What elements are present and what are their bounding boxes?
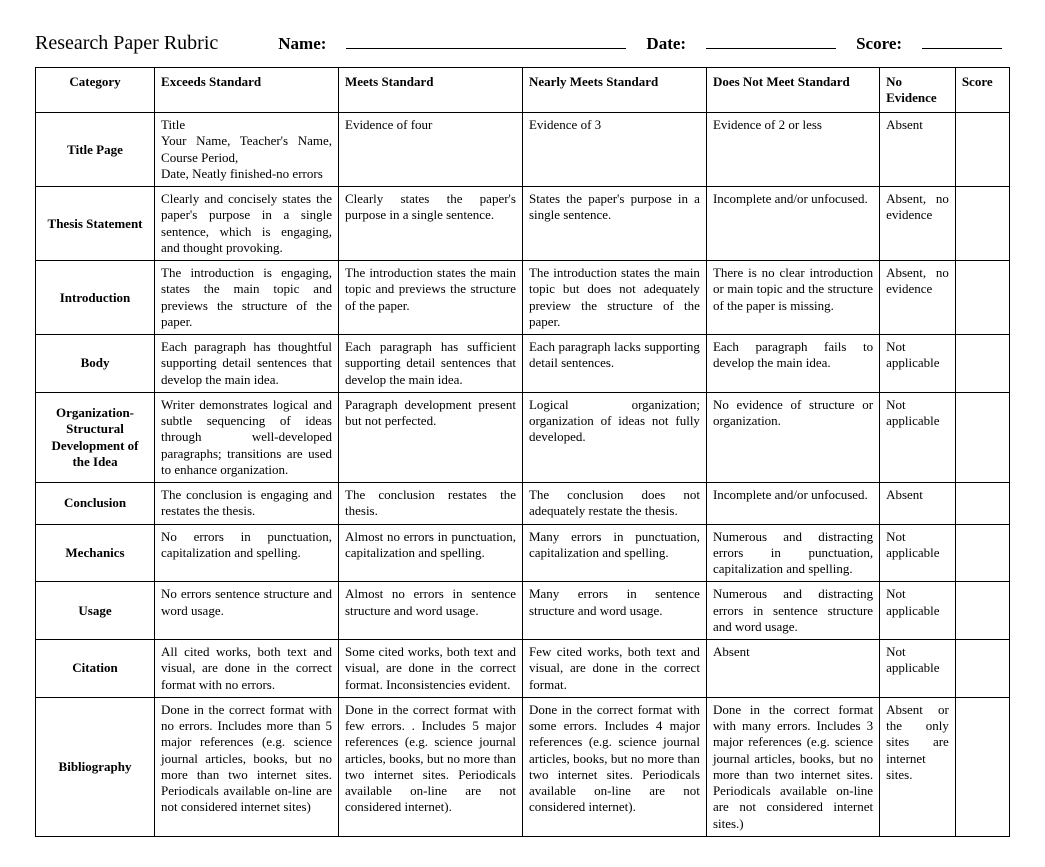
cell-exceeds: No errors sentence structure and word us…	[155, 582, 339, 640]
cell-exceeds: No errors in punctuation, capitalization…	[155, 524, 339, 582]
cell-nearly: The conclusion does not adequately resta…	[522, 483, 706, 525]
cell-doesnot: Incomplete and/or unfocused.	[706, 187, 879, 261]
cell-exceeds: The introduction is engaging, states the…	[155, 261, 339, 335]
cell-noevidence: Not applicable	[880, 582, 956, 640]
row-category: Usage	[36, 582, 155, 640]
cell-exceeds: Clearly and concisely states the paper's…	[155, 187, 339, 261]
rubric-table: Category Exceeds Standard Meets Standard…	[35, 67, 1010, 837]
cell-score[interactable]	[955, 524, 1009, 582]
col-score: Score	[955, 67, 1009, 113]
cell-meets: The conclusion restates the thesis.	[339, 483, 523, 525]
cell-exceeds: All cited works, both text and visual, a…	[155, 640, 339, 698]
cell-score[interactable]	[955, 392, 1009, 482]
cell-noevidence: Not applicable	[880, 524, 956, 582]
score-label: Score:	[856, 34, 902, 54]
cell-doesnot: There is no clear introduction or main t…	[706, 261, 879, 335]
cell-nearly: Many errors in punctuation, capitalizati…	[522, 524, 706, 582]
cell-meets: Some cited works, both text and visual, …	[339, 640, 523, 698]
cell-nearly: Few cited works, both text and visual, a…	[522, 640, 706, 698]
cell-noevidence: Absent or the only sites are internet si…	[880, 697, 956, 836]
table-header-row: Category Exceeds Standard Meets Standard…	[36, 67, 1010, 113]
cell-nearly: Each paragraph lacks supporting detail s…	[522, 335, 706, 393]
col-noevidence: No Evidence	[880, 67, 956, 113]
cell-nearly: States the paper's purpose in a single s…	[522, 187, 706, 261]
col-meets: Meets Standard	[339, 67, 523, 113]
cell-meets: Almost no errors in sentence structure a…	[339, 582, 523, 640]
col-exceeds: Exceeds Standard	[155, 67, 339, 113]
table-row: MechanicsNo errors in punctuation, capit…	[36, 524, 1010, 582]
cell-doesnot: No evidence of structure or organization…	[706, 392, 879, 482]
cell-doesnot: Each paragraph fails to develop the main…	[706, 335, 879, 393]
table-row: ConclusionThe conclusion is engaging and…	[36, 483, 1010, 525]
table-row: Thesis StatementClearly and concisely st…	[36, 187, 1010, 261]
cell-exceeds: Done in the correct format with no error…	[155, 697, 339, 836]
cell-noevidence: Absent	[880, 483, 956, 525]
row-category: Citation	[36, 640, 155, 698]
cell-score[interactable]	[955, 261, 1009, 335]
cell-nearly: Evidence of 3	[522, 113, 706, 187]
cell-exceeds: Writer demonstrates logical and subtle s…	[155, 392, 339, 482]
cell-score[interactable]	[955, 640, 1009, 698]
cell-meets: Almost no errors in punctuation, capital…	[339, 524, 523, 582]
col-category: Category	[36, 67, 155, 113]
col-nearly: Nearly Meets Standard	[522, 67, 706, 113]
table-row: CitationAll cited works, both text and v…	[36, 640, 1010, 698]
cell-nearly: Many errors in sentence structure and wo…	[522, 582, 706, 640]
score-blank[interactable]	[922, 30, 1002, 49]
rubric-body: Title PageTitleYour Name, Teacher's Name…	[36, 113, 1010, 837]
cell-noevidence: Not applicable	[880, 335, 956, 393]
table-row: UsageNo errors sentence structure and wo…	[36, 582, 1010, 640]
table-row: Title PageTitleYour Name, Teacher's Name…	[36, 113, 1010, 187]
cell-meets: Done in the correct format with few erro…	[339, 697, 523, 836]
row-category: Introduction	[36, 261, 155, 335]
table-row: BibliographyDone in the correct format w…	[36, 697, 1010, 836]
date-blank[interactable]	[706, 30, 836, 49]
cell-doesnot: Incomplete and/or unfocused.	[706, 483, 879, 525]
cell-noevidence: Absent, no evidence	[880, 261, 956, 335]
row-category: Body	[36, 335, 155, 393]
cell-meets: Each paragraph has sufficient supporting…	[339, 335, 523, 393]
cell-noevidence: Absent, no evidence	[880, 187, 956, 261]
cell-doesnot: Absent	[706, 640, 879, 698]
cell-score[interactable]	[955, 113, 1009, 187]
col-doesnot: Does Not Meet Standard	[706, 67, 879, 113]
row-category: Mechanics	[36, 524, 155, 582]
table-row: IntroductionThe introduction is engaging…	[36, 261, 1010, 335]
cell-exceeds: Each paragraph has thoughtful supporting…	[155, 335, 339, 393]
cell-meets: The introduction states the main topic a…	[339, 261, 523, 335]
cell-doesnot: Evidence of 2 or less	[706, 113, 879, 187]
name-blank[interactable]	[346, 30, 626, 49]
rubric-header: Research Paper Rubric Name: Date: Score:	[35, 30, 1010, 55]
cell-doesnot: Numerous and distracting errors in sente…	[706, 582, 879, 640]
table-row: Organization- Structural Development of …	[36, 392, 1010, 482]
row-category: Title Page	[36, 113, 155, 187]
cell-score[interactable]	[955, 187, 1009, 261]
row-category: Organization- Structural Development of …	[36, 392, 155, 482]
cell-doesnot: Done in the correct format with many err…	[706, 697, 879, 836]
cell-score[interactable]	[955, 697, 1009, 836]
table-row: BodyEach paragraph has thoughtful suppor…	[36, 335, 1010, 393]
cell-doesnot: Numerous and distracting errors in punct…	[706, 524, 879, 582]
cell-nearly: Logical organization; organization of id…	[522, 392, 706, 482]
name-label: Name:	[278, 34, 326, 54]
cell-noevidence: Not applicable	[880, 392, 956, 482]
cell-noevidence: Not applicable	[880, 640, 956, 698]
row-category: Conclusion	[36, 483, 155, 525]
cell-score[interactable]	[955, 483, 1009, 525]
page-title: Research Paper Rubric	[35, 32, 218, 55]
cell-exceeds: TitleYour Name, Teacher's Name, Course P…	[155, 113, 339, 187]
cell-nearly: Done in the correct format with some err…	[522, 697, 706, 836]
cell-meets: Evidence of four	[339, 113, 523, 187]
cell-exceeds: The conclusion is engaging and restates …	[155, 483, 339, 525]
row-category: Thesis Statement	[36, 187, 155, 261]
row-category: Bibliography	[36, 697, 155, 836]
cell-score[interactable]	[955, 335, 1009, 393]
cell-score[interactable]	[955, 582, 1009, 640]
cell-nearly: The introduction states the main topic b…	[522, 261, 706, 335]
cell-noevidence: Absent	[880, 113, 956, 187]
date-label: Date:	[646, 34, 686, 54]
cell-meets: Paragraph development present but not pe…	[339, 392, 523, 482]
cell-meets: Clearly states the paper's purpose in a …	[339, 187, 523, 261]
